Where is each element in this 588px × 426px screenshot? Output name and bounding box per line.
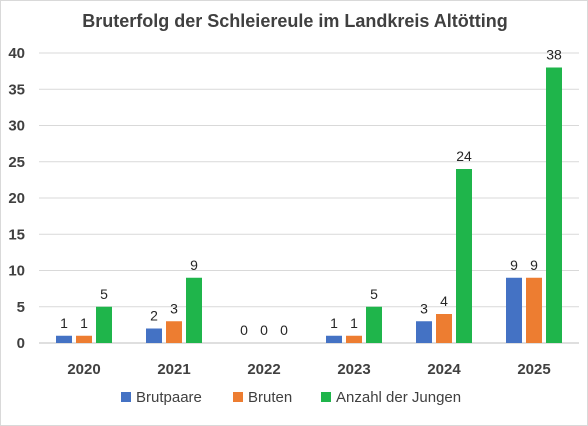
data-label: 5 [370,286,378,302]
data-label: 38 [546,47,562,63]
data-label: 0 [240,322,248,338]
x-tick-label: 2023 [337,361,370,378]
gridlines [39,52,579,344]
bar [436,314,452,343]
x-tick-label: 2021 [157,361,190,378]
data-label: 9 [190,257,198,273]
data-label: 9 [510,257,518,273]
data-label: 24 [456,148,472,164]
x-tick-label: 2020 [67,361,100,378]
data-label: 0 [260,322,268,338]
chart-title: Bruterfolg der Schleiereule im Landkreis… [82,11,507,31]
y-tick-label: 15 [8,226,25,243]
y-tick-label: 10 [8,263,25,280]
data-label: 1 [60,315,68,331]
data-label: 4 [440,293,448,309]
y-tick-label: 30 [8,118,25,135]
y-tick-label: 5 [17,299,25,316]
x-tick-label: 2025 [517,361,550,378]
bars [56,67,562,343]
legend-swatch [121,392,131,402]
bar [366,306,382,343]
bar [526,277,542,343]
bar [326,335,342,343]
data-label: 9 [530,257,538,273]
data-label: 5 [100,286,108,302]
y-tick-label: 40 [8,45,25,62]
bar [546,67,562,343]
x-axis-ticks: 2020 2021 2022 2023 2024 2025 [67,361,550,378]
x-tick-label: 2024 [427,361,461,378]
bar [166,321,182,343]
data-label: 1 [330,315,338,331]
y-axis-ticks: 0 5 10 15 20 25 30 35 40 [8,45,25,352]
bar [506,277,522,343]
bar [456,169,472,343]
legend-swatch [233,392,243,402]
x-tick-label: 2022 [247,361,280,378]
data-label: 2 [150,308,158,324]
data-label: 1 [80,315,88,331]
bar [346,335,362,343]
bar [96,306,112,343]
data-label: 3 [420,300,428,316]
legend-label: Anzahl der Jungen [336,389,461,406]
bar [76,335,92,343]
legend-label: Bruten [248,389,292,406]
y-tick-label: 0 [17,335,25,352]
bar [146,328,162,343]
y-tick-label: 20 [8,190,25,207]
y-tick-label: 35 [8,81,25,98]
data-label: 3 [170,300,178,316]
legend-label: Brutpaare [136,389,202,406]
data-label: 0 [280,322,288,338]
legend: Brutpaare Bruten Anzahl der Jungen [121,389,461,406]
bar [416,321,432,343]
legend-swatch [321,392,331,402]
data-label: 1 [350,315,358,331]
bar [56,335,72,343]
y-tick-label: 25 [8,154,25,171]
bar [186,277,202,343]
